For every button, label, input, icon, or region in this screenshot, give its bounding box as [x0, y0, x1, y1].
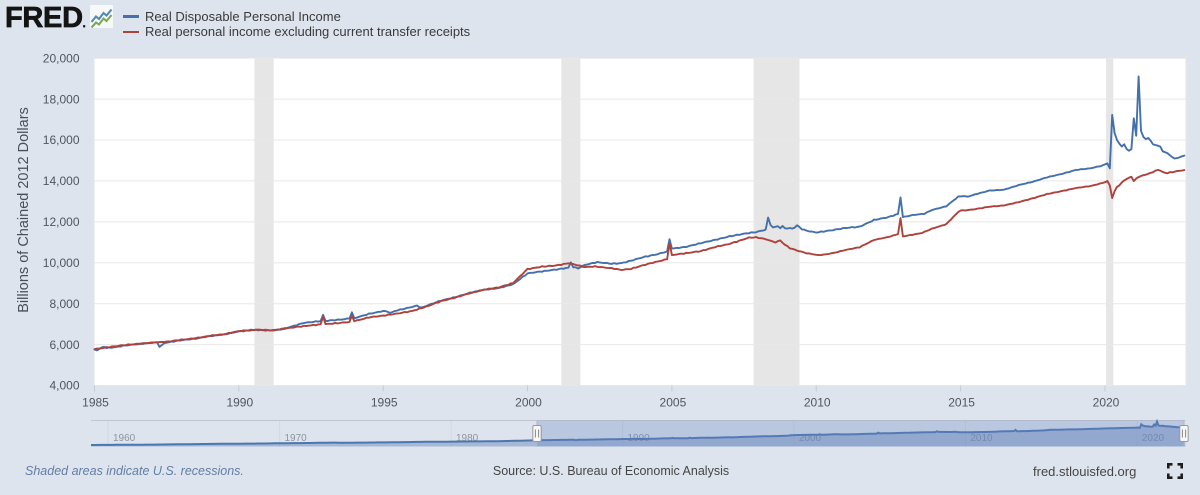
svg-text:1985: 1985: [82, 396, 109, 410]
svg-text:12,000: 12,000: [43, 215, 80, 229]
svg-text:10,000: 10,000: [43, 256, 80, 270]
svg-text:2020: 2020: [1093, 396, 1120, 410]
svg-text:2020: 2020: [1142, 433, 1165, 444]
svg-text:2000: 2000: [515, 396, 542, 410]
svg-text:14,000: 14,000: [43, 174, 80, 188]
svg-text:2015: 2015: [948, 396, 975, 410]
svg-text:Billions of Chained 2012 Dolla: Billions of Chained 2012 Dollars: [16, 107, 32, 313]
svg-text:20,000: 20,000: [43, 51, 80, 65]
svg-text:1990: 1990: [226, 396, 253, 410]
svg-text:1960: 1960: [113, 433, 136, 444]
svg-text:2000: 2000: [799, 433, 822, 444]
svg-text:2005: 2005: [660, 396, 687, 410]
svg-text:2010: 2010: [804, 396, 831, 410]
svg-text:4,000: 4,000: [49, 379, 79, 393]
svg-text:6,000: 6,000: [49, 338, 79, 352]
svg-text:8,000: 8,000: [49, 297, 79, 311]
svg-text:1995: 1995: [371, 396, 398, 410]
svg-text:1980: 1980: [456, 433, 479, 444]
svg-text:1970: 1970: [284, 433, 307, 444]
svg-text:16,000: 16,000: [43, 133, 80, 147]
svg-text:2010: 2010: [970, 433, 993, 444]
svg-text:18,000: 18,000: [43, 92, 80, 106]
